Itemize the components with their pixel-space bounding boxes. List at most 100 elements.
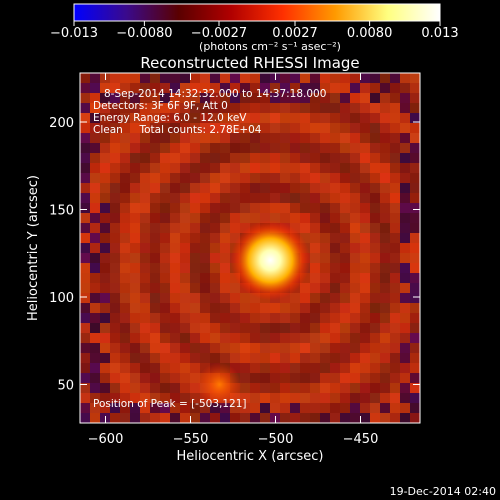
image-pixel — [310, 163, 320, 173]
image-pixel — [310, 183, 320, 193]
image-pixel — [100, 343, 110, 353]
image-pixel — [100, 253, 110, 263]
image-pixel — [410, 403, 420, 413]
image-pixel — [280, 213, 290, 223]
x-axis-title: Heliocentric X (arcsec) — [177, 449, 324, 464]
image-pixel — [350, 113, 360, 123]
image-pixel — [380, 243, 390, 253]
image-pixel — [190, 73, 200, 83]
image-pixel — [90, 183, 100, 193]
image-pixel — [310, 133, 320, 143]
image-pixel — [350, 323, 360, 333]
image-pixel — [260, 303, 270, 313]
image-pixel — [290, 213, 300, 223]
image-pixel — [300, 123, 310, 133]
image-pixel — [320, 163, 330, 173]
image-pixel — [250, 393, 260, 403]
image-pixel — [280, 93, 290, 103]
image-pixel — [80, 383, 90, 393]
image-pixel — [380, 163, 390, 173]
image-pixel — [300, 73, 310, 83]
image-pixel — [240, 383, 250, 393]
image-pixel — [330, 303, 340, 313]
image-pixel — [150, 223, 160, 233]
image-pixel — [390, 93, 400, 103]
image-pixel — [110, 103, 120, 113]
image-pixel — [370, 333, 380, 343]
image-pixel — [170, 323, 180, 333]
image-pixel — [110, 193, 120, 203]
image-pixel — [310, 383, 320, 393]
chart-title: Reconstructed RHESSI Image — [140, 54, 359, 72]
image-pixel — [220, 253, 230, 263]
image-pixel — [200, 203, 210, 213]
image-pixel — [160, 323, 170, 333]
image-pixel — [100, 243, 110, 253]
image-pixel — [90, 383, 100, 393]
image-pixel — [370, 273, 380, 283]
image-pixel — [250, 333, 260, 343]
image-pixel — [330, 163, 340, 173]
image-pixel — [290, 123, 300, 133]
image-pixel — [390, 283, 400, 293]
image-pixel — [390, 313, 400, 323]
image-pixel — [390, 373, 400, 383]
image-pixel — [80, 403, 90, 413]
image-pixel — [170, 343, 180, 353]
image-pixel — [200, 193, 210, 203]
image-pixel — [220, 73, 230, 83]
image-pixel — [270, 143, 280, 153]
image-pixel — [340, 403, 350, 413]
image-pixel — [110, 213, 120, 223]
image-pixel — [380, 203, 390, 213]
image-pixel — [400, 353, 410, 363]
image-pixel — [270, 93, 280, 103]
image-pixel — [150, 133, 160, 143]
image-pixel — [170, 243, 180, 253]
image-pixel — [290, 413, 300, 423]
image-pixel — [300, 233, 310, 243]
image-pixel — [270, 393, 280, 403]
image-pixel — [370, 393, 380, 403]
image-pixel — [350, 353, 360, 363]
image-pixel — [100, 173, 110, 183]
image-pixel — [330, 203, 340, 213]
image-pixel — [120, 263, 130, 273]
image-pixel — [200, 133, 210, 143]
image-pixel — [150, 393, 160, 403]
image-pixel — [100, 363, 110, 373]
image-pixel — [340, 173, 350, 183]
image-pixel — [360, 283, 370, 293]
image-pixel — [90, 213, 100, 223]
image-pixel — [330, 183, 340, 193]
image-pixel — [220, 323, 230, 333]
image-pixel — [320, 273, 330, 283]
image-pixel — [180, 213, 190, 223]
image-pixel — [400, 113, 410, 123]
image-pixel — [80, 293, 90, 303]
image-pixel — [110, 113, 120, 123]
image-pixel — [120, 83, 130, 93]
image-pixel — [360, 123, 370, 133]
image-pixel — [410, 103, 420, 113]
image-pixel — [190, 243, 200, 253]
image-pixel — [390, 323, 400, 333]
image-pixel — [120, 413, 130, 423]
image-pixel — [110, 313, 120, 323]
image-pixel — [200, 313, 210, 323]
image-pixel — [260, 403, 270, 413]
image-pixel — [80, 123, 90, 133]
image-pixel — [80, 393, 90, 403]
image-pixel — [150, 313, 160, 323]
image-pixel — [280, 303, 290, 313]
image-pixel — [120, 303, 130, 313]
image-pixel — [370, 403, 380, 413]
image-pixel — [170, 333, 180, 343]
image-pixel — [390, 293, 400, 303]
image-pixel — [260, 173, 270, 183]
image-pixel — [170, 203, 180, 213]
image-pixel — [120, 213, 130, 223]
image-pixel — [300, 153, 310, 163]
image-pixel — [270, 133, 280, 143]
image-pixel — [80, 163, 90, 173]
